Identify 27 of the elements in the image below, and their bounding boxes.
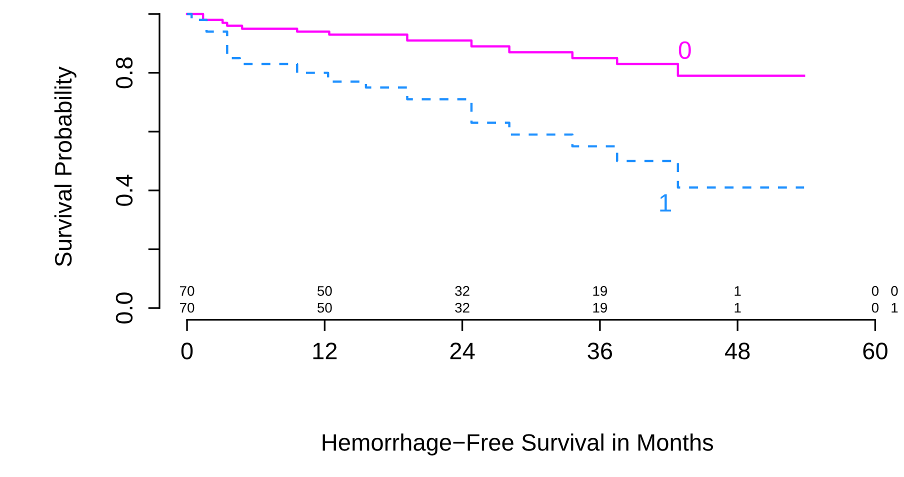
annotation: 0: [872, 286, 879, 296]
annotation: 1: [734, 302, 741, 313]
annotation: 32: [455, 302, 470, 313]
annotation: 19: [593, 302, 607, 313]
x-axis-title: Hemorrhage−Free Survival in Months: [322, 433, 714, 456]
y-tick-label: 0.0: [116, 292, 133, 324]
y-tick-label: 0.8: [116, 57, 133, 88]
text: 0: [891, 286, 898, 296]
x-tick-label: 12: [313, 342, 337, 360]
annotation: 50: [317, 286, 332, 296]
series-label: 1: [660, 194, 671, 212]
annotation: 50: [317, 302, 332, 313]
x-tick-label: 24: [450, 342, 475, 360]
annotation: 0: [872, 302, 879, 313]
series-label: 0: [678, 41, 691, 60]
annotation: 70: [180, 302, 194, 313]
annotation: 1: [734, 286, 741, 296]
annotation: 70: [180, 286, 194, 296]
y-axis-title: Survival Probability: [54, 66, 76, 266]
annotation: 19: [593, 286, 607, 296]
text: 1: [892, 302, 898, 313]
y-tick-label: 0.4: [116, 174, 133, 206]
x-tick-label: 36: [588, 342, 612, 360]
x-tick-label: 0: [181, 342, 193, 360]
x-tick-label: 60: [863, 342, 888, 360]
x-tick-label: 48: [724, 342, 750, 360]
annotation: 32: [455, 286, 470, 296]
